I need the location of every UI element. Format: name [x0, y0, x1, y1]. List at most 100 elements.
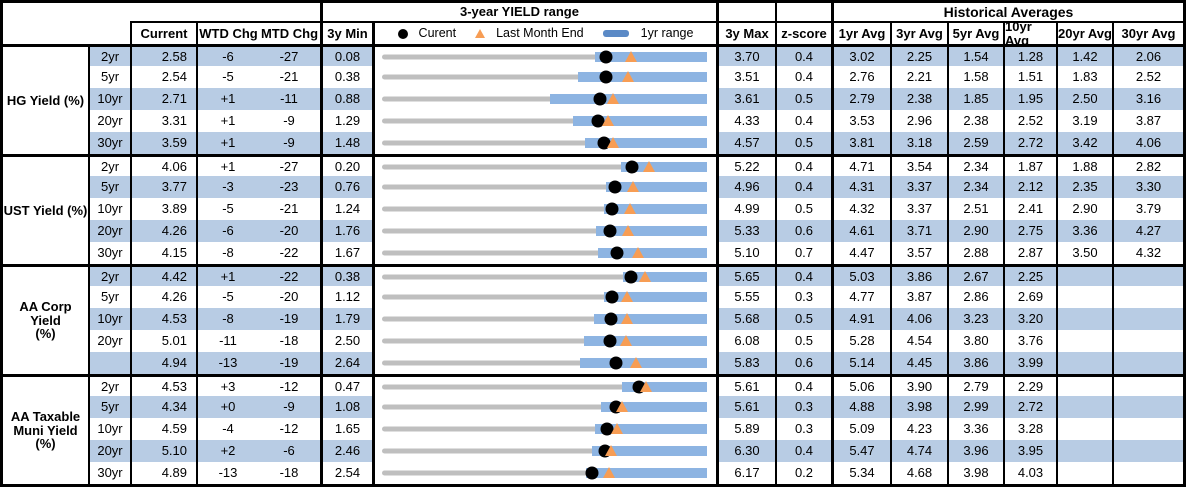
30yr-avg-value — [1112, 440, 1183, 462]
yield-range-chart-cell — [372, 154, 716, 176]
30yr-avg-value: 3.16 — [1112, 88, 1183, 110]
last-month-end-triangle — [626, 181, 639, 193]
last-month-end-triangle — [621, 291, 634, 303]
1yr-avg-value: 2.76 — [831, 66, 890, 88]
three-year-range-track — [382, 384, 707, 389]
20yr-avg-value: 3.42 — [1056, 132, 1112, 154]
one-year-range-bar — [594, 314, 707, 324]
wtd-chg-value: +1 — [196, 110, 258, 132]
30yr-avg-value — [1112, 286, 1183, 308]
tenor-label: 5yr — [88, 176, 130, 198]
group-label: AA Taxable Muni Yield (%) — [3, 374, 88, 484]
three-year-range-track — [382, 338, 707, 344]
mtd-chg-value: -18 — [279, 333, 299, 349]
1yr-avg-value: 4.77 — [831, 286, 890, 308]
column-header-20yr-avg: 20yr Avg — [1056, 21, 1112, 44]
header-empty-above-max — [716, 3, 775, 21]
wtd-chg-value: +1 — [196, 88, 258, 110]
min-3y-value: 0.88 — [320, 88, 372, 110]
30yr-avg-value: 3.87 — [1112, 110, 1183, 132]
one-year-range-bar — [595, 226, 707, 236]
min-3y-value: 1.48 — [320, 132, 372, 154]
yield-range-chart-cell — [372, 220, 716, 242]
mtd-chg-value: -18 — [279, 465, 299, 481]
header-empty-above-changes — [130, 3, 320, 21]
1yr-avg-value: 4.32 — [831, 198, 890, 220]
last-month-end-triangle — [602, 467, 615, 479]
20yr-avg-value: 3.19 — [1056, 110, 1112, 132]
wtd-chg-value: +3 — [196, 374, 258, 396]
3yr-avg-value: 2.21 — [890, 66, 947, 88]
mtd-chg-value: -20 — [279, 289, 299, 305]
10yr-avg-value: 1.95 — [1003, 88, 1056, 110]
30yr-avg-value: 4.27 — [1112, 220, 1183, 242]
max-3y-value: 3.51 — [716, 66, 775, 88]
20yr-avg-value — [1056, 374, 1112, 396]
min-3y-value: 1.76 — [320, 220, 372, 242]
one-year-range-bar — [584, 138, 707, 148]
z-score-value: 0.4 — [775, 44, 831, 66]
yield-range-chart-cell — [372, 88, 716, 110]
current-dot — [585, 466, 599, 480]
1yr-avg-value: 5.28 — [831, 330, 890, 352]
z-score-value: 0.6 — [775, 352, 831, 374]
tenor-label: 5yr — [88, 396, 130, 418]
20yr-avg-value — [1056, 462, 1112, 484]
column-header-10yr-avg: 10yr Avg — [1003, 21, 1056, 44]
max-3y-value: 6.17 — [716, 462, 775, 484]
wtd-chg-value: +1 — [196, 154, 258, 176]
one-year-range-bar — [622, 381, 707, 392]
current-dot — [603, 224, 617, 238]
three-year-range-track — [382, 426, 707, 432]
5yr-avg-value: 2.86 — [947, 286, 1003, 308]
last-month-end-triangle — [604, 445, 617, 457]
20yr-avg-value: 1.42 — [1056, 44, 1112, 66]
last-month-end-triangle — [610, 423, 623, 435]
current-dot — [591, 114, 605, 128]
wtd-chg-value: -13 — [196, 462, 258, 484]
5yr-avg-value: 1.85 — [947, 88, 1003, 110]
wtd-chg-value: -8 — [196, 308, 258, 330]
10yr-avg-value: 2.41 — [1003, 198, 1056, 220]
tenor-label: 30yr — [88, 132, 130, 154]
10yr-avg-value: 3.28 — [1003, 418, 1056, 440]
last-month-end-triangle — [622, 71, 635, 83]
yield-range-chart-cell — [372, 374, 716, 396]
10yr-avg-value: 1.28 — [1003, 44, 1056, 66]
20yr-avg-value — [1056, 396, 1112, 418]
mtd-chg-value: -27 — [258, 154, 320, 176]
yield-range-chart-cell — [372, 44, 716, 66]
min-3y-value: 0.76 — [320, 176, 372, 198]
mtd-chg-value: -6 — [258, 440, 320, 462]
max-3y-value: 6.30 — [716, 440, 775, 462]
tenor-label: 2yr — [88, 264, 130, 286]
3yr-avg-value: 3.54 — [890, 154, 947, 176]
wtd-chg-value: -4 — [196, 418, 258, 440]
one-year-range-bar — [595, 424, 707, 434]
chart-legend: Curent Last Month End 1yr range — [372, 21, 716, 44]
legend-current-label: Curent — [418, 25, 457, 40]
1yr-avg-value: 2.79 — [831, 88, 890, 110]
last-month-end-triangle — [620, 313, 633, 325]
one-year-range-bar — [586, 468, 707, 478]
yield-range-chart-cell — [372, 352, 716, 374]
last-month-end-triangle — [624, 50, 637, 62]
20yr-avg-value — [1056, 418, 1112, 440]
5yr-avg-value: 2.59 — [947, 132, 1003, 154]
mtd-chg-value: -20 — [258, 220, 320, 242]
10yr-avg-value: 3.95 — [1003, 440, 1056, 462]
three-year-range-track — [382, 118, 707, 124]
z-score-value: 0.4 — [775, 374, 831, 396]
5yr-avg-value: 1.54 — [947, 44, 1003, 66]
20yr-avg-value: 3.36 — [1056, 220, 1112, 242]
yield-range-chart-cell — [372, 286, 716, 308]
max-3y-value: 5.61 — [716, 396, 775, 418]
current-dot — [610, 246, 624, 260]
30yr-avg-value — [1112, 374, 1183, 396]
3yr-avg-value: 4.23 — [890, 418, 947, 440]
last-month-end-triangle — [623, 203, 636, 215]
5yr-avg-value: 2.79 — [947, 374, 1003, 396]
5yr-avg-value: 2.67 — [947, 264, 1003, 286]
20yr-avg-value: 1.83 — [1056, 66, 1112, 88]
min-3y-value: 2.64 — [320, 352, 372, 374]
